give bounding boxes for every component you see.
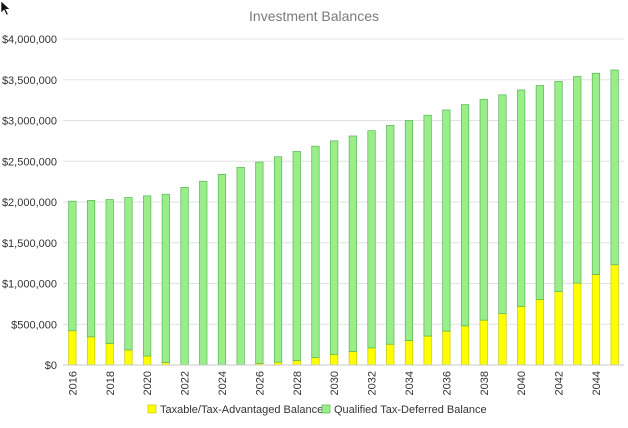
bar-taxable-segment [143, 355, 152, 366]
bar-qualified-segment [311, 145, 320, 359]
y-tick-label: $4,000,000 [2, 34, 57, 46]
bar-taxable-segment [386, 343, 395, 366]
bar-taxable-segment [442, 330, 451, 366]
bar-qualified-segment [610, 69, 619, 266]
legend: Taxable/Tax-Advantaged Balance Qualified… [147, 404, 487, 416]
bar-taxable-segment [573, 282, 582, 366]
bar-taxable-segment [498, 313, 507, 366]
y-axis-tick-labels: $0 $500,000 $1,000,000 $1,500,000 $2,000,000… [2, 34, 57, 372]
bar-taxable-segment [330, 354, 339, 366]
bar-qualified-segment [386, 125, 395, 345]
y-tick-label: $3,500,000 [2, 75, 57, 87]
bar-taxable-segment [554, 291, 563, 366]
bar-qualified-segment [217, 173, 227, 366]
bar-qualified-segment [442, 109, 451, 332]
bar-qualified-segment [236, 167, 245, 366]
y-tick-label: $1,000,000 [2, 279, 57, 291]
bar-taxable-segment [86, 336, 96, 366]
x-tick-label: 2032 [367, 371, 379, 395]
x-tick-label: 2040 [516, 371, 528, 395]
x-tick-label: 2030 [329, 371, 341, 395]
x-tick-label: 2020 [142, 371, 154, 395]
y-tick-label: $1,500,000 [2, 238, 57, 250]
bar-qualified-segment [573, 76, 582, 284]
y-tick-label: $2,500,000 [2, 156, 57, 168]
bar-taxable-segment [311, 357, 320, 366]
bar-qualified-segment [591, 72, 601, 275]
bar-qualified-segment [255, 161, 264, 364]
bar-qualified-segment [517, 89, 526, 307]
bar-qualified-segment [68, 200, 77, 332]
x-tick-label: 2034 [404, 371, 416, 395]
bar-taxable-segment [68, 330, 77, 366]
legend-swatch-qualified [321, 404, 331, 414]
bars [68, 69, 619, 366]
bar-qualified-segment [199, 180, 208, 366]
bar-taxable-segment [535, 299, 544, 366]
x-tick-label: 2018 [105, 371, 117, 395]
legend-swatch-taxable [147, 404, 157, 414]
bar-qualified-segment [161, 193, 170, 363]
bar-qualified-segment [292, 151, 301, 361]
bar-qualified-segment [330, 140, 339, 355]
x-tick-label: 2024 [217, 371, 229, 395]
x-tick-label: 2044 [591, 371, 603, 395]
bar-qualified-segment [348, 135, 357, 352]
bar-qualified-segment [498, 94, 507, 315]
grid-lines [63, 38, 624, 325]
bar-taxable-segment [610, 264, 619, 366]
x-tick-label: 2028 [292, 371, 304, 395]
y-tick-label: $0 [45, 360, 57, 372]
x-axis-tick-labels: 2016 2018 2020 2022 2024 2026 2028 2030 2032 2034… [67, 371, 603, 395]
y-tick-label: $500,000 [11, 319, 57, 331]
bar-taxable-segment [124, 349, 133, 366]
bar-taxable-segment [591, 274, 601, 366]
bar-qualified-segment [105, 199, 114, 344]
bar-taxable-segment [367, 347, 376, 366]
bar-qualified-segment [554, 81, 563, 293]
x-tick-label: 2036 [441, 371, 453, 395]
bar-qualified-segment [367, 130, 376, 349]
x-tick-label: 2022 [180, 371, 192, 395]
x-tick-label: 2042 [554, 371, 566, 395]
x-tick-label: 2026 [254, 371, 266, 395]
x-tick-label: 2038 [479, 371, 491, 395]
x-tick-label: 2016 [67, 371, 79, 395]
bar-taxable-segment [460, 325, 470, 366]
bar-taxable-segment [105, 343, 114, 366]
bar-taxable-segment [292, 360, 301, 366]
bar-taxable-segment [479, 319, 488, 366]
bar-taxable-segment [423, 335, 432, 366]
bar-qualified-segment [404, 120, 414, 341]
bar-qualified-segment [143, 195, 152, 357]
bar-qualified-segment [460, 104, 470, 327]
mouse-cursor-icon [0, 0, 11, 16]
bar-qualified-segment [479, 98, 488, 321]
bar-qualified-segment [180, 186, 189, 366]
bar-taxable-segment [404, 340, 414, 366]
legend-label-taxable: Taxable/Tax-Advantaged Balance [160, 404, 323, 416]
bar-qualified-segment [86, 200, 96, 338]
y-tick-label: $2,000,000 [2, 197, 57, 209]
bar-taxable-segment [348, 351, 357, 366]
bar-qualified-segment [535, 85, 544, 300]
legend-label-qualified: Qualified Tax-Deferred Balance [334, 404, 487, 416]
bar-qualified-segment [273, 156, 283, 363]
bar-qualified-segment [423, 114, 432, 337]
chart-title: Investment Balances [249, 8, 379, 24]
y-tick-label: $3,000,000 [2, 116, 57, 128]
bar-qualified-segment [124, 197, 133, 351]
bar-taxable-segment [517, 305, 526, 366]
